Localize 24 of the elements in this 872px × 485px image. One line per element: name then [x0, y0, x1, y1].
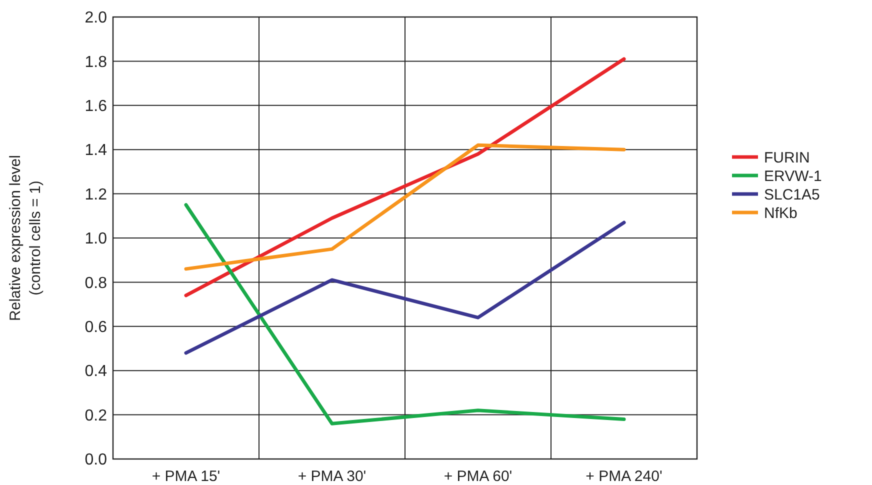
y-tick-label: 1.8 [84, 54, 108, 71]
y-tick-label: 0.6 [84, 319, 108, 336]
y-axis-title: Relative expression level (control cells = 1) [7, 155, 44, 321]
y-tick-label: 1.0 [84, 230, 108, 248]
legend-label: FURIN [764, 149, 810, 166]
line-series [184, 57, 626, 298]
line-series [184, 143, 626, 271]
x-tick-label: + PMA 240' [586, 468, 662, 485]
y-tick-label: 0.2 [84, 407, 108, 424]
y-tick-label: 0.0 [84, 452, 108, 469]
y-tick-label: 0.8 [84, 274, 108, 292]
x-tick-label: + PMA 60' [444, 468, 512, 485]
line-series [184, 203, 626, 426]
y-tick-label: 2.0 [84, 10, 108, 27]
legend-label: ERVW-1 [764, 168, 822, 185]
x-tick-label: + PMA 30' [298, 468, 366, 485]
y-tick-label: 1.4 [84, 142, 108, 160]
legend-label: NfKb [764, 204, 798, 222]
y-tick-label: 1.2 [84, 186, 108, 204]
y-tick-label: 0.4 [84, 363, 108, 380]
x-tick-label: + PMA 15' [152, 468, 220, 485]
y-tick-label: 1.6 [84, 98, 108, 115]
legend-label: SLC1A5 [764, 186, 820, 204]
line-series [184, 220, 626, 355]
